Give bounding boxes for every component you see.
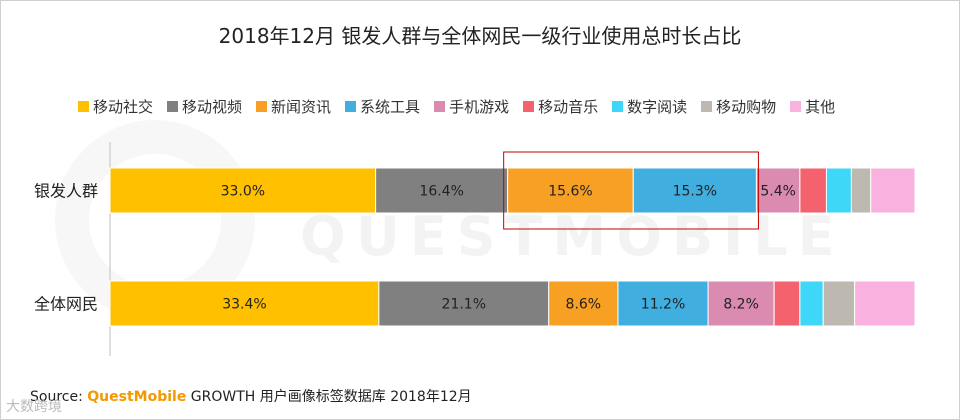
legend-item: 数字阅读	[612, 96, 687, 117]
bar-segment	[870, 167, 916, 214]
bar-segment	[109, 167, 377, 214]
bar-segment	[507, 167, 634, 214]
bar-segment	[799, 280, 824, 327]
legend-label: 系统工具	[360, 98, 421, 116]
data-label: 15.3%	[673, 184, 717, 200]
bar-segment	[850, 167, 872, 214]
data-label: 16.4%	[419, 184, 463, 200]
chart-title: 2018年12月 银发人群与全体网民一级行业使用总时长占比	[218, 24, 742, 48]
watermark-text: QUESTMOBILE	[300, 205, 845, 268]
legend-item: 移动社交	[78, 96, 153, 117]
corner-watermark: 大数跨境	[6, 399, 62, 415]
data-label: 15.6%	[548, 184, 592, 200]
highlight-box	[503, 151, 759, 230]
category-label: 全体网民	[34, 295, 98, 314]
bar-segment	[825, 167, 852, 214]
legend-swatch	[78, 101, 89, 112]
bar-segment	[375, 167, 509, 214]
data-label: 8.6%	[566, 297, 602, 313]
bar-segment	[755, 167, 801, 214]
data-label: 21.1%	[442, 297, 486, 313]
legend-label: 手机游戏	[449, 98, 510, 116]
source-text: GROWTH 用户画像标签数据库 2018年12月	[186, 389, 472, 405]
data-label: 33.0%	[221, 184, 265, 200]
legend-swatch	[612, 101, 624, 112]
legend-label: 移动视频	[182, 98, 243, 116]
bar-segment	[799, 167, 827, 214]
legend-swatch	[256, 101, 268, 112]
source-label: Source:	[30, 389, 88, 405]
legend-swatch	[523, 101, 535, 112]
legend-item: 新闻资讯	[256, 96, 331, 117]
legend-item: 其他	[790, 96, 835, 117]
source-brand: QuestMobile	[87, 389, 187, 405]
data-label: 5.4%	[760, 184, 796, 200]
legend-swatch	[167, 101, 179, 112]
bar-segment	[822, 280, 856, 327]
bar-segment	[854, 280, 916, 327]
legend-item: 移动购物	[701, 96, 776, 117]
data-label: 8.2%	[723, 297, 759, 313]
legend-item: 手机游戏	[434, 96, 509, 117]
category-label: 银发人群	[34, 182, 98, 201]
legend-label: 移动音乐	[538, 98, 599, 116]
bar-segment	[378, 280, 550, 327]
legend-swatch	[434, 101, 446, 112]
legend-item: 移动视频	[167, 96, 242, 117]
data-label: 11.2%	[641, 297, 685, 313]
source-line: Source: QuestMobile GROWTH 用户画像标签数据库 201…	[30, 386, 472, 406]
legend-swatch	[790, 101, 802, 112]
bar-segment	[617, 280, 709, 327]
bar-segment	[109, 280, 380, 327]
legend-label: 移动购物	[716, 98, 777, 116]
bar-segment	[773, 280, 801, 327]
bar-segment	[632, 167, 757, 214]
legend-item: 系统工具	[345, 96, 420, 117]
chart-legend: 移动社交 移动视频 新闻资讯 系统工具 手机游戏 移动音乐 数字阅读 移动购物 其他	[78, 96, 835, 117]
data-label: 33.4%	[222, 297, 266, 313]
legend-item: 移动音乐	[523, 96, 598, 117]
legend-label: 移动社交	[93, 98, 154, 116]
legend-label: 新闻资讯	[271, 98, 332, 116]
legend-label: 其他	[805, 98, 836, 116]
legend-swatch	[345, 101, 357, 112]
legend-label: 数字阅读	[627, 98, 688, 116]
legend-swatch	[701, 101, 713, 112]
